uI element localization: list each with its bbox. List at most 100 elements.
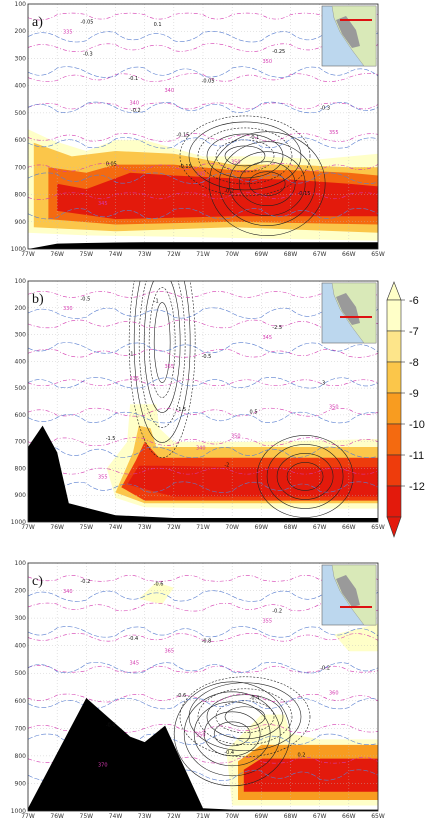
- omega-contour: [276, 453, 334, 500]
- omega-contour: [215, 700, 275, 734]
- y-tick-label: 300: [15, 55, 27, 62]
- contour-label: -1.5: [106, 436, 116, 442]
- x-tick-label: 74W: [109, 524, 123, 531]
- omega-contour: [256, 435, 354, 518]
- theta-label: 345: [196, 172, 206, 178]
- colorbar-segment: [386, 299, 402, 332]
- rh-contour: [28, 137, 378, 149]
- rh-contour: [28, 342, 378, 354]
- theta-label: 350: [231, 434, 241, 440]
- contour-label: -0.4: [106, 723, 116, 729]
- omega-contour: [197, 688, 293, 746]
- omega-contour: [148, 287, 176, 398]
- rh-contour: [28, 307, 378, 319]
- inset-map: [321, 5, 377, 67]
- contour-label: -0.2: [320, 666, 330, 672]
- y-tick-label: 200: [15, 305, 27, 312]
- rh-contour: [28, 697, 378, 710]
- colorbar-label: -8: [409, 357, 419, 369]
- y-tick-label: 500: [15, 385, 27, 392]
- omega-contour: [206, 694, 284, 740]
- contour-label: -0.15: [298, 191, 311, 197]
- rh-contour: [28, 481, 378, 493]
- shading-level-6: [334, 623, 378, 652]
- theta-contour: [28, 43, 378, 52]
- x-tick-label: 73W: [138, 524, 152, 531]
- omega-contour: [213, 721, 251, 747]
- x-tick-label: 66W: [342, 251, 356, 258]
- theta-label: 370: [98, 762, 108, 768]
- y-tick-label: 1000: [11, 808, 26, 815]
- y-tick-label: 400: [15, 643, 27, 650]
- rh-contour: [28, 377, 378, 389]
- y-tick-label: 1000: [11, 519, 26, 526]
- y-tick-label: 800: [15, 465, 27, 472]
- theta-contour: [28, 574, 378, 582]
- x-tick-label: 68W: [284, 251, 298, 258]
- colorbar-bottom-arrow: [386, 516, 402, 538]
- theta-contour: [28, 407, 378, 417]
- omega-contour: [143, 281, 181, 413]
- omega-contour: [206, 133, 284, 179]
- y-tick-label: 300: [15, 615, 27, 622]
- contour-label: -0.6: [176, 693, 186, 699]
- y-tick-label: 500: [15, 670, 27, 677]
- theta-contour: [28, 379, 378, 387]
- rh-contour: [28, 66, 378, 78]
- plot-frame: [27, 3, 379, 250]
- theta-contour: [28, 102, 378, 110]
- theta-label: 345: [98, 201, 108, 207]
- colorbar-segment: [386, 392, 402, 425]
- y-tick-label: 400: [15, 358, 27, 365]
- terrain: [28, 698, 378, 811]
- omega-contour: [215, 139, 275, 173]
- x-tick-label: 72W: [167, 251, 181, 258]
- theta-contour: [28, 133, 378, 142]
- theta-label: 355: [98, 475, 108, 481]
- panel-3: -0.2 -0.4 -0.6 -0.4 -0.2 -0.2 -0.4 -0.6 -0.8 -0.4…: [11, 560, 385, 820]
- x-tick-label: 66W: [342, 813, 356, 820]
- y-tick-label: 800: [15, 192, 27, 199]
- terrain: [28, 242, 378, 249]
- theta-contour: [28, 163, 378, 172]
- contour-label: -0.6: [154, 581, 164, 587]
- theta-label: 345: [130, 661, 140, 667]
- contour-label: -0.15: [176, 132, 189, 138]
- contour-label: -3: [320, 381, 325, 387]
- colorbar: -6 -7 -8 -9 -10 -11 -12: [386, 281, 425, 538]
- contour-label: -2.5: [272, 325, 282, 331]
- theta-label: 355: [165, 364, 175, 370]
- theta-contour: [28, 602, 378, 612]
- contour-label: -0.1: [250, 135, 260, 141]
- colorbar-top-arrow: [386, 281, 402, 301]
- rh-contour: [28, 769, 378, 781]
- panel-label: b): [32, 292, 44, 307]
- omega-contour: [248, 171, 286, 196]
- omega-contour: [179, 115, 311, 197]
- y-tick-label: 900: [15, 492, 27, 499]
- x-tick-label: 76W: [50, 524, 64, 531]
- x-tick-label: 73W: [138, 813, 152, 820]
- y-tick-label: 700: [15, 164, 27, 171]
- y-tick-label: 300: [15, 332, 27, 339]
- theta-contour: [28, 467, 378, 475]
- y-tick-label: 600: [15, 137, 27, 144]
- contour-label: -0.4: [128, 636, 138, 642]
- theta-label: 335: [63, 29, 73, 35]
- colorbar-label: -12: [409, 481, 425, 493]
- theta-label: 355: [329, 130, 339, 136]
- x-tick-label: 72W: [167, 524, 181, 531]
- theta-label: 345: [263, 335, 273, 341]
- contour-label: -2: [224, 463, 229, 469]
- contour-label: -1: [154, 299, 159, 305]
- theta-label: 340: [165, 88, 175, 94]
- colorbar-label: -10: [409, 419, 425, 431]
- plot-frame: [27, 562, 379, 812]
- contour-label: -0.2: [81, 579, 91, 585]
- x-tick-label: 76W: [50, 813, 64, 820]
- theta-label: 340: [130, 100, 140, 106]
- panel-label: a): [32, 15, 43, 30]
- shading-level-12: [127, 465, 378, 497]
- colorbar-label: -9: [409, 388, 419, 400]
